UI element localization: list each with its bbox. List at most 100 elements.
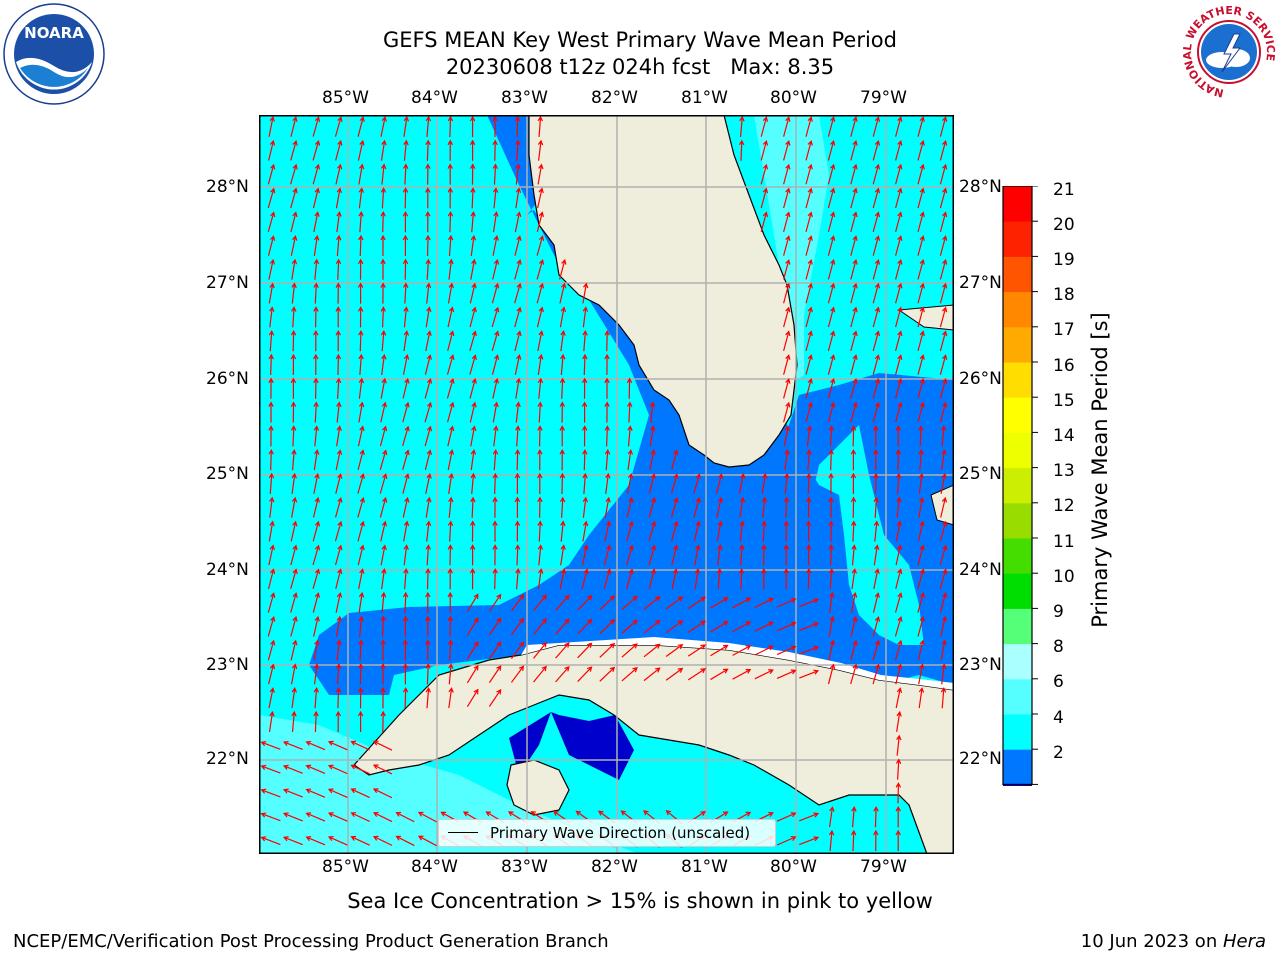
- wave-direction-arrow: [290, 544, 298, 566]
- wave-direction-arrow: [514, 544, 521, 566]
- wave-direction-arrow: [336, 211, 342, 233]
- wave-direction-arrow: [305, 740, 326, 751]
- wave-direction-arrow: [425, 639, 431, 661]
- wave-direction-arrow: [895, 805, 901, 828]
- wave-direction-arrow: [627, 449, 633, 471]
- wave-direction-arrow: [268, 687, 275, 709]
- noaa-logo: NOARA: [3, 3, 105, 105]
- wave-direction-arrow: [805, 116, 813, 137]
- wave-direction-arrow: [761, 520, 767, 542]
- wave-direction-arrow: [446, 377, 455, 399]
- wave-direction-arrow: [488, 688, 502, 707]
- wave-direction-arrow: [282, 740, 303, 751]
- wave-direction-arrow: [895, 211, 903, 233]
- wave-direction-arrow: [559, 448, 565, 471]
- colorbar-segment: [1003, 221, 1032, 257]
- wave-direction-arrow: [537, 544, 544, 566]
- colorbar-tick-9: 9: [1053, 602, 1064, 622]
- wave-direction-arrow: [380, 258, 386, 280]
- lon-label-top-81w: 81°W: [681, 88, 728, 108]
- colorbar-segment: [1003, 397, 1032, 433]
- wave-direction-arrow: [710, 644, 729, 657]
- wave-direction-arrow: [268, 258, 276, 280]
- wave-direction-arrow: [290, 425, 297, 447]
- wave-direction-arrow: [850, 663, 858, 685]
- wave-direction-arrow: [260, 836, 281, 846]
- wave-direction-arrow: [895, 116, 903, 137]
- wave-direction-arrow: [327, 812, 348, 822]
- wave-direction-arrow: [582, 282, 589, 304]
- lat-label-left-23n: 23°N: [206, 655, 249, 675]
- wave-direction-arrow: [805, 258, 813, 280]
- map-legend: Primary Wave Direction (unscaled): [438, 819, 776, 847]
- wave-direction-arrow: [469, 567, 476, 590]
- deep-blue-region: [509, 712, 634, 780]
- wave-direction-arrow: [687, 596, 706, 610]
- colorbar-tick-6: 6: [1053, 672, 1064, 692]
- wave-direction-arrow: [850, 330, 858, 352]
- wave-direction-arrow: [805, 520, 812, 542]
- wave-direction-arrow: [560, 544, 566, 566]
- wave-direction-arrow: [940, 472, 947, 494]
- wave-direction-arrow: [380, 210, 386, 233]
- wave-direction-arrow: [488, 617, 502, 636]
- wave-direction-arrow: [537, 520, 543, 542]
- wave-direction-arrow: [873, 496, 879, 518]
- wave-direction-arrow: [357, 520, 365, 542]
- wave-direction-arrow: [895, 568, 903, 590]
- wave-direction-arrow: [290, 353, 297, 376]
- wave-direction-arrow: [537, 377, 544, 399]
- wave-direction-arrow: [312, 187, 320, 209]
- wave-direction-arrow: [380, 163, 387, 185]
- wave-direction-arrow: [447, 210, 454, 233]
- wave-direction-arrow: [872, 211, 881, 233]
- wave-direction-arrow: [939, 282, 948, 304]
- wave-direction-arrow: [827, 187, 836, 209]
- wave-direction-arrow: [515, 163, 521, 185]
- wave-direction-arrow: [806, 472, 812, 495]
- wave-direction-arrow: [895, 401, 903, 423]
- wave-direction-arrow: [425, 163, 431, 185]
- wave-direction-arrow: [621, 667, 638, 682]
- wave-direction-arrow: [850, 591, 858, 613]
- wave-direction-arrow: [358, 568, 365, 590]
- wave-direction-arrow: [805, 354, 813, 375]
- wave-direction-arrow: [379, 425, 388, 447]
- wave-direction-arrow: [395, 835, 415, 847]
- wave-direction-arrow: [402, 377, 410, 399]
- wave-direction-arrow: [491, 306, 500, 328]
- lat-label-right-27n: 27°N: [959, 273, 1002, 293]
- wave-direction-arrow: [754, 645, 774, 656]
- wave-direction-arrow: [536, 211, 545, 233]
- wave-direction-arrow: [335, 163, 343, 185]
- wave-direction-arrow: [850, 401, 858, 423]
- wave-direction-arrow: [665, 596, 684, 610]
- wave-direction-arrow: [783, 496, 790, 518]
- wave-direction-arrow: [555, 665, 570, 683]
- wave-direction-arrow: [895, 425, 901, 447]
- wave-direction-arrow: [783, 139, 791, 161]
- wave-direction-arrow: [581, 544, 589, 566]
- wave-direction-arrow: [559, 472, 566, 495]
- wave-direction-arrow: [469, 520, 476, 542]
- wave-direction-arrow: [291, 448, 297, 471]
- wave-direction-arrow: [466, 593, 479, 612]
- wave-direction-arrow: [305, 836, 326, 846]
- wave-direction-arrow: [939, 592, 948, 613]
- wave-direction-arrow: [671, 449, 679, 471]
- wave-direction-arrow: [514, 448, 521, 471]
- wave-direction-arrow: [358, 353, 364, 376]
- wave-direction-arrow: [783, 306, 791, 328]
- lon-label-top-84w: 84°W: [411, 88, 458, 108]
- wave-direction-arrow: [358, 401, 365, 423]
- wave-direction-arrow: [710, 597, 729, 609]
- wave-direction-arrow: [760, 139, 769, 161]
- wave-direction-arrow: [469, 282, 477, 304]
- wave-direction-arrow: [693, 520, 701, 542]
- wave-direction-arrow: [605, 472, 611, 494]
- wave-direction-arrow: [313, 686, 320, 709]
- wave-direction-arrow: [555, 618, 570, 635]
- wave-direction-arrow: [380, 544, 387, 566]
- wave-direction-arrow: [380, 282, 386, 304]
- colorbar-segment: [1003, 714, 1032, 750]
